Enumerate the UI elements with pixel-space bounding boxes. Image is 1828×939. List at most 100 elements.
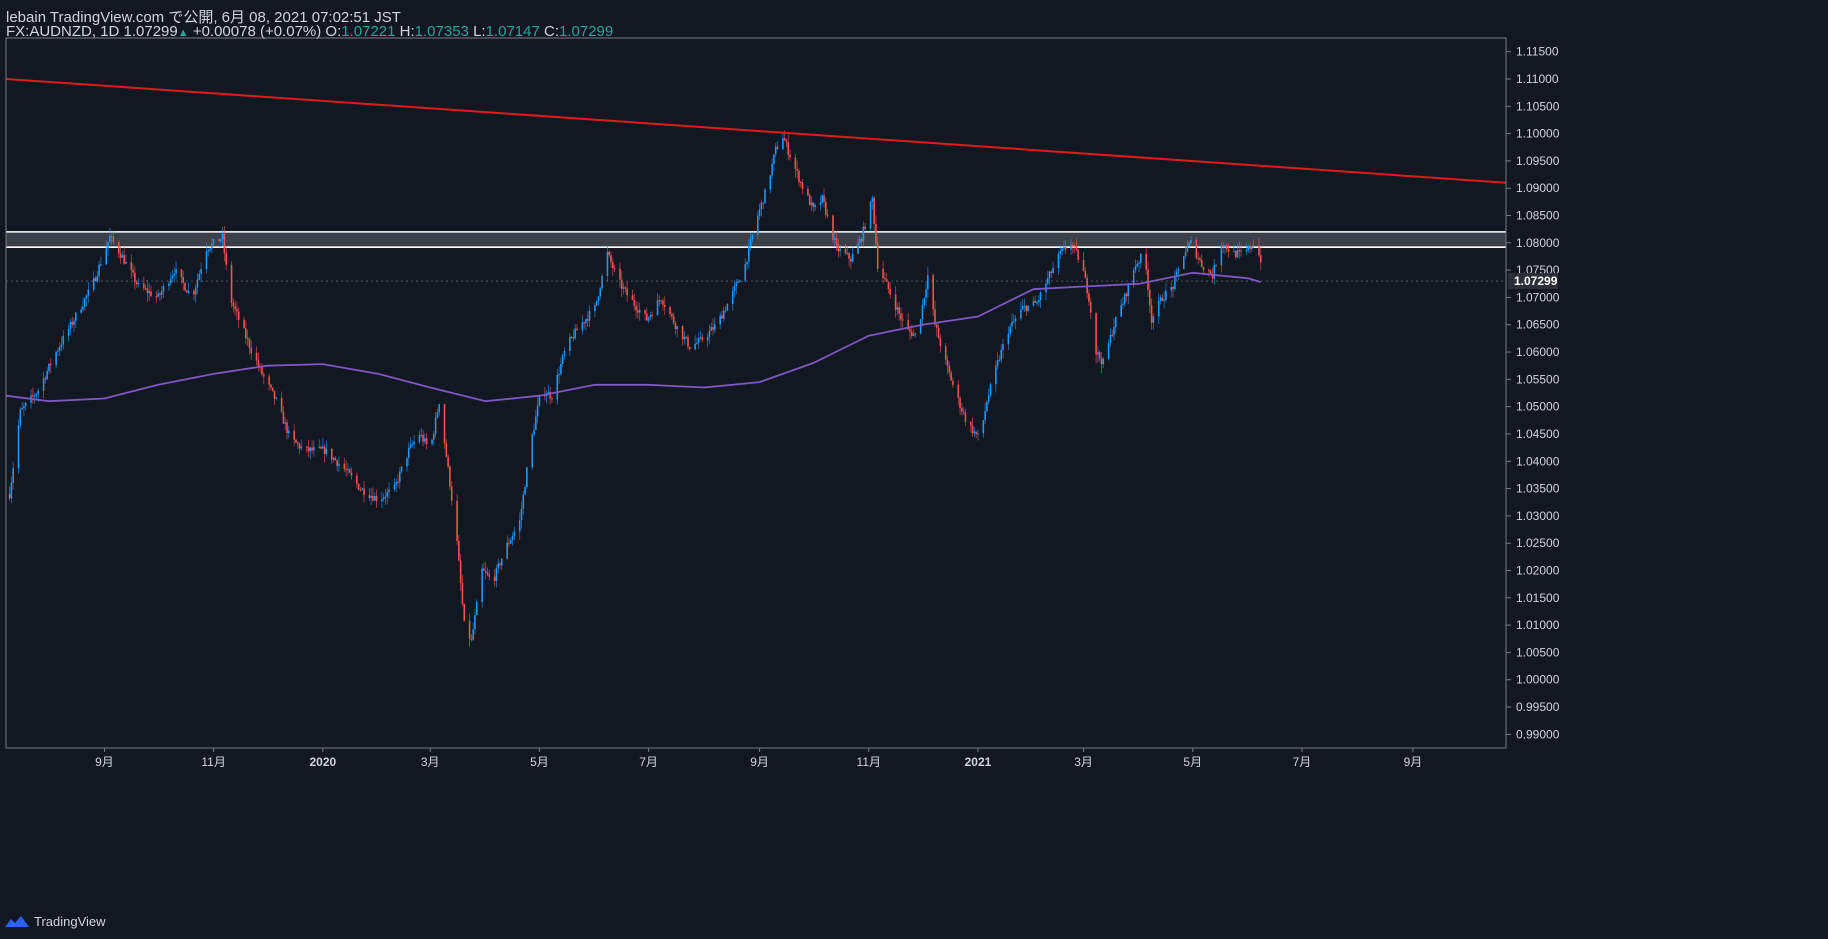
candle <box>1027 305 1029 312</box>
candle <box>859 238 861 244</box>
candle <box>198 273 201 280</box>
candle <box>345 468 347 471</box>
candle <box>662 300 664 305</box>
candle <box>1208 269 1210 272</box>
candle <box>1057 253 1060 268</box>
candle <box>1070 244 1072 250</box>
candle <box>373 496 376 501</box>
candle <box>961 408 963 412</box>
candle <box>300 446 303 449</box>
candle <box>1102 358 1105 365</box>
candle <box>381 499 383 502</box>
candle <box>459 560 462 584</box>
plot-frame <box>5 37 1507 749</box>
candle <box>148 291 150 294</box>
candle <box>1061 248 1063 252</box>
candle <box>420 434 423 436</box>
candle <box>844 249 847 254</box>
candle <box>94 278 97 281</box>
candle <box>982 420 985 434</box>
candle <box>132 270 134 273</box>
candle <box>1072 244 1074 246</box>
candle <box>613 268 616 270</box>
candle <box>1140 253 1142 263</box>
candle <box>932 275 935 310</box>
candle <box>209 248 211 251</box>
candle <box>889 289 892 295</box>
candle <box>1211 274 1214 279</box>
candle <box>370 495 372 499</box>
candle <box>901 319 904 321</box>
x-tick-label: 5月 <box>530 755 549 769</box>
candle <box>1161 297 1164 301</box>
candle <box>407 447 410 458</box>
candle <box>96 276 99 281</box>
candle <box>1251 246 1253 249</box>
candle <box>1209 271 1212 275</box>
candle <box>898 307 900 314</box>
candle <box>1183 256 1185 269</box>
candle <box>60 344 63 347</box>
candle <box>721 315 723 319</box>
candle <box>35 393 38 396</box>
candle <box>37 390 40 394</box>
candle <box>1125 293 1128 297</box>
ohlc-legend: FX:AUDNZD, 1D 1.07299▲ +0.00078 (+0.07%)… <box>6 23 613 40</box>
candle <box>894 294 897 310</box>
x-tick-label: 5月 <box>1183 755 1202 769</box>
candle <box>860 238 863 242</box>
candle <box>350 472 353 476</box>
candle <box>1227 249 1230 252</box>
trendline <box>5 77 1507 184</box>
candle <box>1107 343 1110 359</box>
y-tick-label: 0.99500 <box>1516 700 1560 714</box>
candle <box>445 443 448 457</box>
candle <box>382 497 385 500</box>
candle <box>969 421 972 426</box>
candle <box>1039 292 1042 301</box>
candle <box>708 330 711 337</box>
candle <box>608 251 611 256</box>
y-tick-label: 1.08500 <box>1516 209 1560 223</box>
candle <box>756 215 759 235</box>
candle <box>821 195 824 203</box>
candle <box>356 475 358 484</box>
tradingview-footer[interactable]: TradingView <box>4 911 106 931</box>
y-tick-label: 1.11000 <box>1516 72 1559 86</box>
candle <box>98 264 100 277</box>
candle <box>839 249 841 252</box>
candle <box>758 209 761 216</box>
y-tick-label: 1.01500 <box>1516 591 1560 605</box>
y-tick-label: 1.05500 <box>1516 372 1560 386</box>
candle <box>595 300 598 306</box>
candle <box>701 337 704 341</box>
candle <box>49 363 52 365</box>
resistance-zone-layer <box>6 231 1506 248</box>
candle <box>1048 271 1051 279</box>
candle <box>1247 246 1250 251</box>
candle <box>995 366 997 385</box>
candle <box>234 306 236 310</box>
candle <box>722 310 725 319</box>
candle <box>1050 271 1053 273</box>
candle <box>73 320 75 325</box>
candle <box>1020 309 1022 319</box>
candle <box>12 468 14 483</box>
candle <box>1036 302 1038 304</box>
candle <box>1052 267 1054 273</box>
y-tick-label: 1.04000 <box>1516 454 1560 468</box>
candle <box>318 446 321 448</box>
candle <box>1111 334 1114 336</box>
symbol-label[interactable]: FX:AUDNZD, 1D <box>6 23 120 40</box>
candle <box>395 481 398 485</box>
candle <box>1177 268 1180 272</box>
candle <box>832 215 834 240</box>
candle <box>812 202 815 208</box>
candle <box>8 494 11 499</box>
candle <box>506 542 508 559</box>
candle <box>87 289 90 296</box>
candle <box>495 567 498 581</box>
candle <box>694 343 696 350</box>
candle <box>125 261 127 264</box>
